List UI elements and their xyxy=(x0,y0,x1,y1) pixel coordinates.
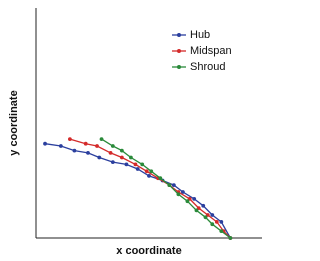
point xyxy=(58,144,63,148)
y-axis-label: y coordinate xyxy=(8,90,20,155)
point xyxy=(68,137,72,142)
point xyxy=(140,162,145,167)
point xyxy=(167,183,172,188)
legend-label: Midspan xyxy=(190,45,232,57)
point xyxy=(86,151,90,155)
point xyxy=(83,141,88,146)
point xyxy=(185,199,190,204)
point xyxy=(219,229,224,234)
point xyxy=(110,144,115,148)
point xyxy=(203,215,208,220)
chart: x coordinate y coordinate Hub Midspan Shro… xyxy=(8,8,262,257)
point xyxy=(108,151,113,155)
point xyxy=(192,197,197,201)
legend-marker xyxy=(177,49,181,53)
series-line xyxy=(69,138,231,239)
point xyxy=(124,162,129,167)
point xyxy=(181,190,185,194)
point xyxy=(135,167,140,171)
point xyxy=(176,192,181,197)
point xyxy=(194,208,199,213)
point xyxy=(72,148,77,153)
point xyxy=(99,137,104,142)
point xyxy=(210,222,215,227)
point xyxy=(158,176,163,181)
point xyxy=(97,155,102,160)
point xyxy=(201,203,206,208)
x-axis-label: x coordinate xyxy=(116,245,181,257)
legend-marker xyxy=(177,65,181,69)
point xyxy=(210,213,215,217)
point xyxy=(43,141,47,146)
legend-label: Shroud xyxy=(190,61,225,73)
point xyxy=(133,162,138,167)
point xyxy=(147,174,151,178)
point xyxy=(119,155,124,160)
point xyxy=(119,148,124,153)
point xyxy=(95,144,99,148)
legend-marker xyxy=(177,33,181,37)
point xyxy=(129,155,133,160)
point xyxy=(110,160,115,165)
point xyxy=(144,169,149,174)
point xyxy=(219,220,224,224)
point xyxy=(214,220,219,224)
legend-label: Hub xyxy=(190,29,210,41)
point xyxy=(228,236,233,240)
point xyxy=(149,169,154,174)
series-line xyxy=(44,143,231,239)
point xyxy=(171,183,176,188)
